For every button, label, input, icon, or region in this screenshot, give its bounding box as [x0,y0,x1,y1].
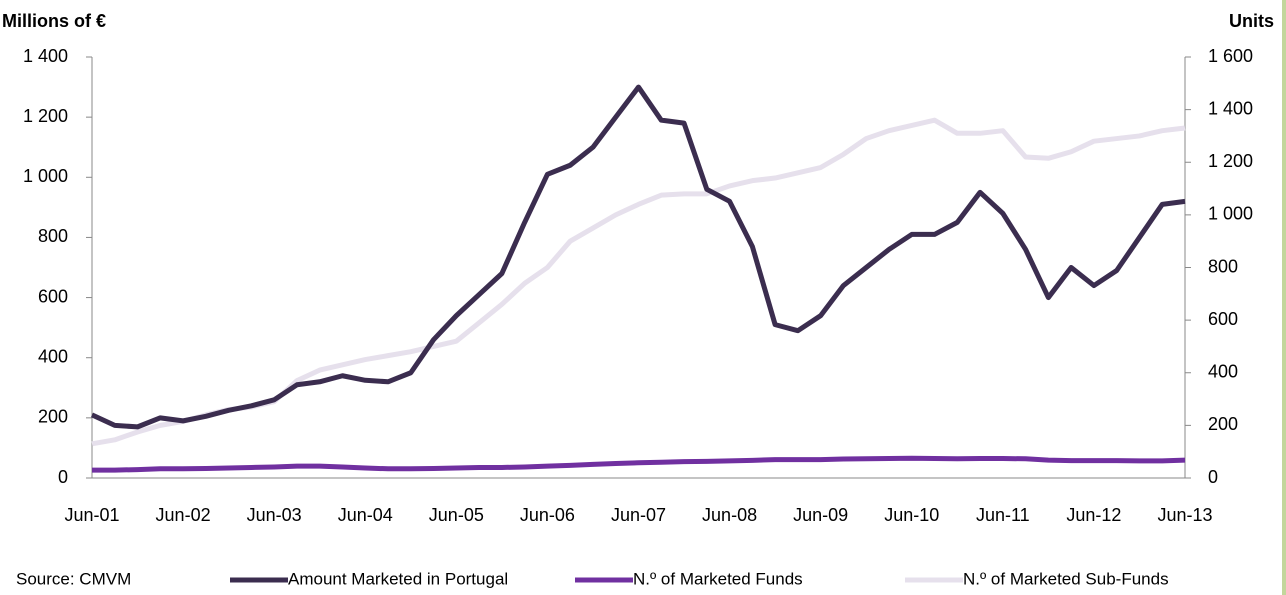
x-tick-label: Jun-03 [247,505,302,525]
x-tick-label: Jun-06 [520,505,575,525]
source: Source: CMVM [16,569,131,588]
y2-tick-label: 800 [1208,256,1238,276]
y2-tick-label: 0 [1208,467,1218,487]
y2-tick-label: 1 000 [1208,204,1253,224]
y-tick-label: 1 000 [23,166,68,186]
x-tick-label: Jun-12 [1066,505,1121,525]
y2-tick-label: 600 [1208,309,1238,329]
x-tick-label: Jun-09 [793,505,848,525]
y-tick-label: 800 [38,226,68,246]
series-line [90,84,1186,430]
x-tick-label: Jun-04 [338,505,393,525]
x-tick-label: Jun-13 [1157,505,1212,525]
x-tick-label: Jun-07 [611,505,666,525]
y2-tick-label: 400 [1208,362,1238,382]
y2-tick-label: 200 [1208,414,1238,434]
y-tick-label: 1 200 [23,106,68,126]
y-axis-title: Millions of € [2,11,106,31]
legend-label: Amount Marketed in Portugal [288,569,508,588]
x-tick-label: Jun-01 [64,505,119,525]
y2-tick-label: 1 400 [1208,98,1253,118]
y-tick-label: 1 400 [23,46,68,66]
side-border [1282,0,1286,595]
series-line [92,455,1186,473]
y2-tick-label: 1 200 [1208,151,1253,171]
x-tick-label: Jun-02 [156,505,211,525]
y-tick-label: 200 [38,407,68,427]
x-tick-label: Jun-08 [702,505,757,525]
x-tick-label: Jun-10 [884,505,939,525]
y-tick-label: 400 [38,346,68,366]
legend-label: N.º of Marketed Funds [633,569,803,588]
legend-label: N.º of Marketed Sub-Funds [963,569,1169,588]
y-tick-label: 0 [58,467,68,487]
x-tick-label: Jun-11 [976,505,1030,525]
y-tick-label: 600 [38,286,68,306]
y2-tick-label: 1 600 [1208,46,1253,66]
series-line [91,117,1186,447]
y2-axis-title: Units [1229,11,1274,31]
x-tick-label: Jun-05 [429,505,484,525]
